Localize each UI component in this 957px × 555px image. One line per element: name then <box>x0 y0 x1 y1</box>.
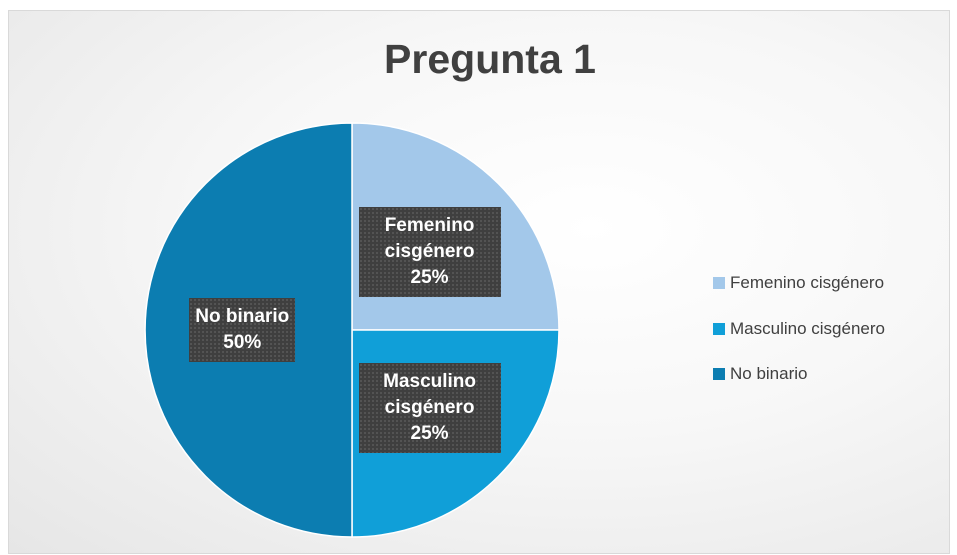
legend-swatch <box>713 368 725 380</box>
data-label-value: 25% <box>410 422 449 444</box>
data-label-category: Femenino cisgénero <box>384 215 475 263</box>
data-label-category: Masculino cisgénero <box>383 370 477 418</box>
legend-label: Masculino cisgénero <box>730 318 885 338</box>
legend-item: Masculino cisgénero <box>713 319 885 339</box>
legend-label: Femenino cisgénero <box>730 273 885 292</box>
legend-item: Femenino cisgénero <box>713 273 884 293</box>
data-label: Femenino cisgénero 25% <box>358 207 501 298</box>
legend-swatch <box>713 322 725 335</box>
legend-label: No binario <box>730 364 808 383</box>
data-label: No binario 50% <box>189 298 296 362</box>
data-label-value: 25% <box>410 267 449 289</box>
data-label-value: 50% <box>223 332 262 353</box>
data-label-category: No binario <box>195 306 290 327</box>
data-label: Masculino cisgénero 25% <box>358 362 501 453</box>
chart-title: Pregunta 1 <box>384 36 596 82</box>
legend-swatch <box>713 277 725 289</box>
legend-item: No binario <box>713 364 808 384</box>
